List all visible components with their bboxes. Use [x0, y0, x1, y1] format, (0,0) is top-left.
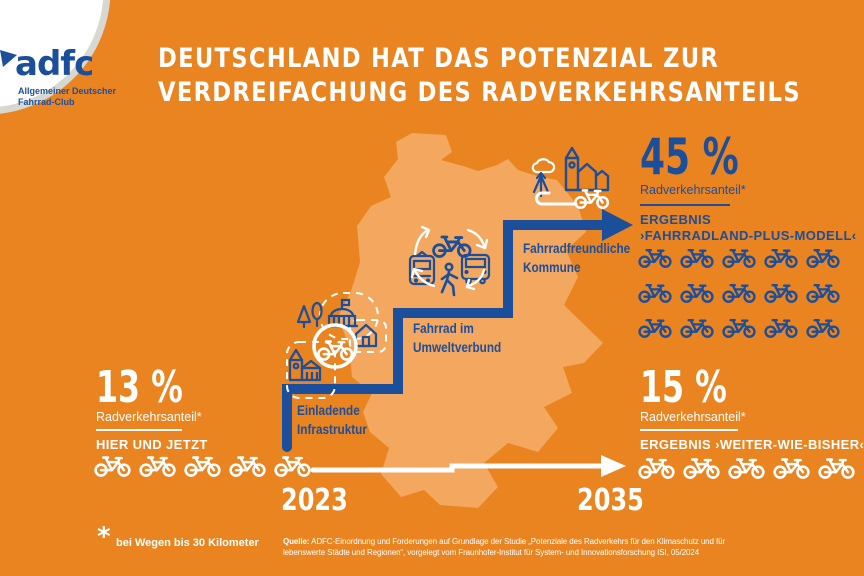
page-title: DEUTSCHLAND HAT DAS POTENZIAL ZUR VERDRE… — [158, 42, 801, 110]
bicycle-icon — [818, 458, 855, 479]
stat-plus-label-line2: ›FAHRRADLAND-PLUS-MODELL‹ — [640, 228, 857, 243]
step-label-kommune: Fahrradfreundliche Kommune — [523, 239, 630, 277]
cloud-icon — [531, 158, 556, 174]
stat-bau-bike-row — [638, 455, 855, 479]
house-icon — [354, 323, 378, 348]
step-label-umweltverbund: Fahrrad im Umweltverbund — [413, 319, 501, 357]
stat-now-divider — [96, 429, 182, 431]
step2-line1: Fahrrad im — [413, 320, 474, 336]
footnote-text: bei Wegen bis 30 Kilometer — [116, 537, 259, 549]
timeline-arrow — [310, 455, 626, 477]
stat-plus-label-line1: ERGEBNIS — [640, 212, 712, 227]
stat-now-caption: Radverkehrsanteil* — [96, 410, 202, 424]
highlight-ring — [312, 323, 358, 369]
bicycle-icon — [764, 319, 798, 338]
bicycle-icon — [683, 458, 720, 479]
stat-plus-divider — [640, 204, 730, 206]
stat-now-label: HIER UND JETZT — [96, 437, 208, 452]
bicycle-icon — [764, 249, 798, 268]
infrastructure-icon-cluster — [286, 292, 387, 399]
umweltverbund-icon-cluster — [408, 225, 491, 297]
stat-plus-bike-grid — [638, 246, 850, 338]
town-hall-icon — [325, 298, 359, 328]
bicycle-icon — [680, 284, 714, 303]
stat-now-value: 13 % — [96, 362, 183, 413]
bicycle-icon — [680, 319, 714, 338]
step2-line2: Umweltverbund — [413, 339, 502, 355]
source-line1-text: ADFC-Einordnung und Forderungen auf Grun… — [311, 537, 726, 546]
source-line2: lebenswerte Städte und Regionen“, vorgel… — [283, 547, 700, 557]
bicycle-icon — [722, 319, 756, 338]
bicycle-icon — [229, 456, 266, 477]
bicycle-icon — [274, 456, 311, 477]
bicycle-icon — [638, 319, 672, 338]
bicycle-icon — [638, 249, 672, 268]
step3-line1: Fahrradfreundliche — [523, 240, 631, 256]
stat-bau-label: ERGEBNIS ›WEITER-WIE-BISHER‹ — [640, 437, 864, 452]
title-line1: DEUTSCHLAND HAT DAS POTENZIAL ZUR — [158, 43, 720, 74]
bicycle-icon — [728, 458, 765, 479]
source-note: Quelle: ADFC-Einordnung und Forderungen … — [283, 537, 753, 558]
footnote-asterisk: * — [97, 522, 111, 552]
timeline-year-start: 2023 — [281, 483, 348, 518]
bicycle-icon — [680, 249, 714, 268]
logo-subtitle: Allgemeiner Deutscher Fahrrad-Club — [18, 86, 116, 108]
bicycle-icon — [638, 458, 675, 479]
stat-bau-caption: Radverkehrsanteil* — [640, 410, 746, 424]
adfc-logo — [0, 0, 111, 114]
pedestrian-icon — [440, 262, 459, 297]
source-label: Quelle: — [283, 537, 310, 546]
bicycle-icon — [722, 284, 756, 303]
source-line1: Quelle: ADFC-Einordnung und Forderungen … — [283, 537, 753, 548]
stat-bau-divider — [640, 429, 738, 431]
church-icon — [288, 348, 322, 382]
road-icon — [535, 191, 578, 206]
stat-plus-value: 45 % — [640, 128, 739, 186]
bicycle-icon — [94, 456, 131, 477]
logo-subtitle-line2: Fahrrad-Club — [18, 97, 75, 107]
bicycle-icon — [139, 456, 176, 477]
bus-icon — [460, 253, 491, 285]
bicycle-icon — [184, 456, 221, 477]
adfc-flag-icon — [0, 50, 17, 67]
bicycle-icon — [806, 249, 840, 268]
stat-now-bike-row — [94, 453, 311, 477]
tram-icon — [408, 250, 436, 286]
bicycle-icon — [773, 458, 810, 479]
city-icon — [564, 146, 610, 192]
stat-bau-value: 15 % — [640, 362, 727, 413]
step1-line1: Einladende — [297, 402, 360, 418]
bicycle-icon — [764, 284, 798, 303]
title-line2: VERDREIFACHUNG DES RADVERKEHRSANTEILS — [158, 77, 801, 108]
kommune-icon-cluster — [531, 146, 610, 209]
bicycle-icon — [638, 284, 672, 303]
timeline-year-end: 2035 — [577, 483, 644, 518]
step1-line2: Infrastruktur — [297, 421, 367, 437]
stat-plus-caption: Radverkehrsanteil* — [640, 183, 746, 197]
cycle-arrows — [410, 225, 489, 291]
logo-subtitle-line1: Allgemeiner Deutscher — [18, 86, 117, 96]
step-label-infrastruktur: Einladende Infrastruktur — [297, 401, 367, 439]
logo-wordmark: adfc — [15, 44, 94, 84]
step3-line2: Kommune — [523, 259, 581, 275]
bicycle-icon — [432, 235, 472, 258]
bicycle-icon — [722, 249, 756, 268]
bicycle-icon — [806, 284, 840, 303]
bicycle-icon — [574, 189, 610, 209]
trees-icon — [296, 301, 323, 329]
bicycle-icon — [806, 319, 840, 338]
